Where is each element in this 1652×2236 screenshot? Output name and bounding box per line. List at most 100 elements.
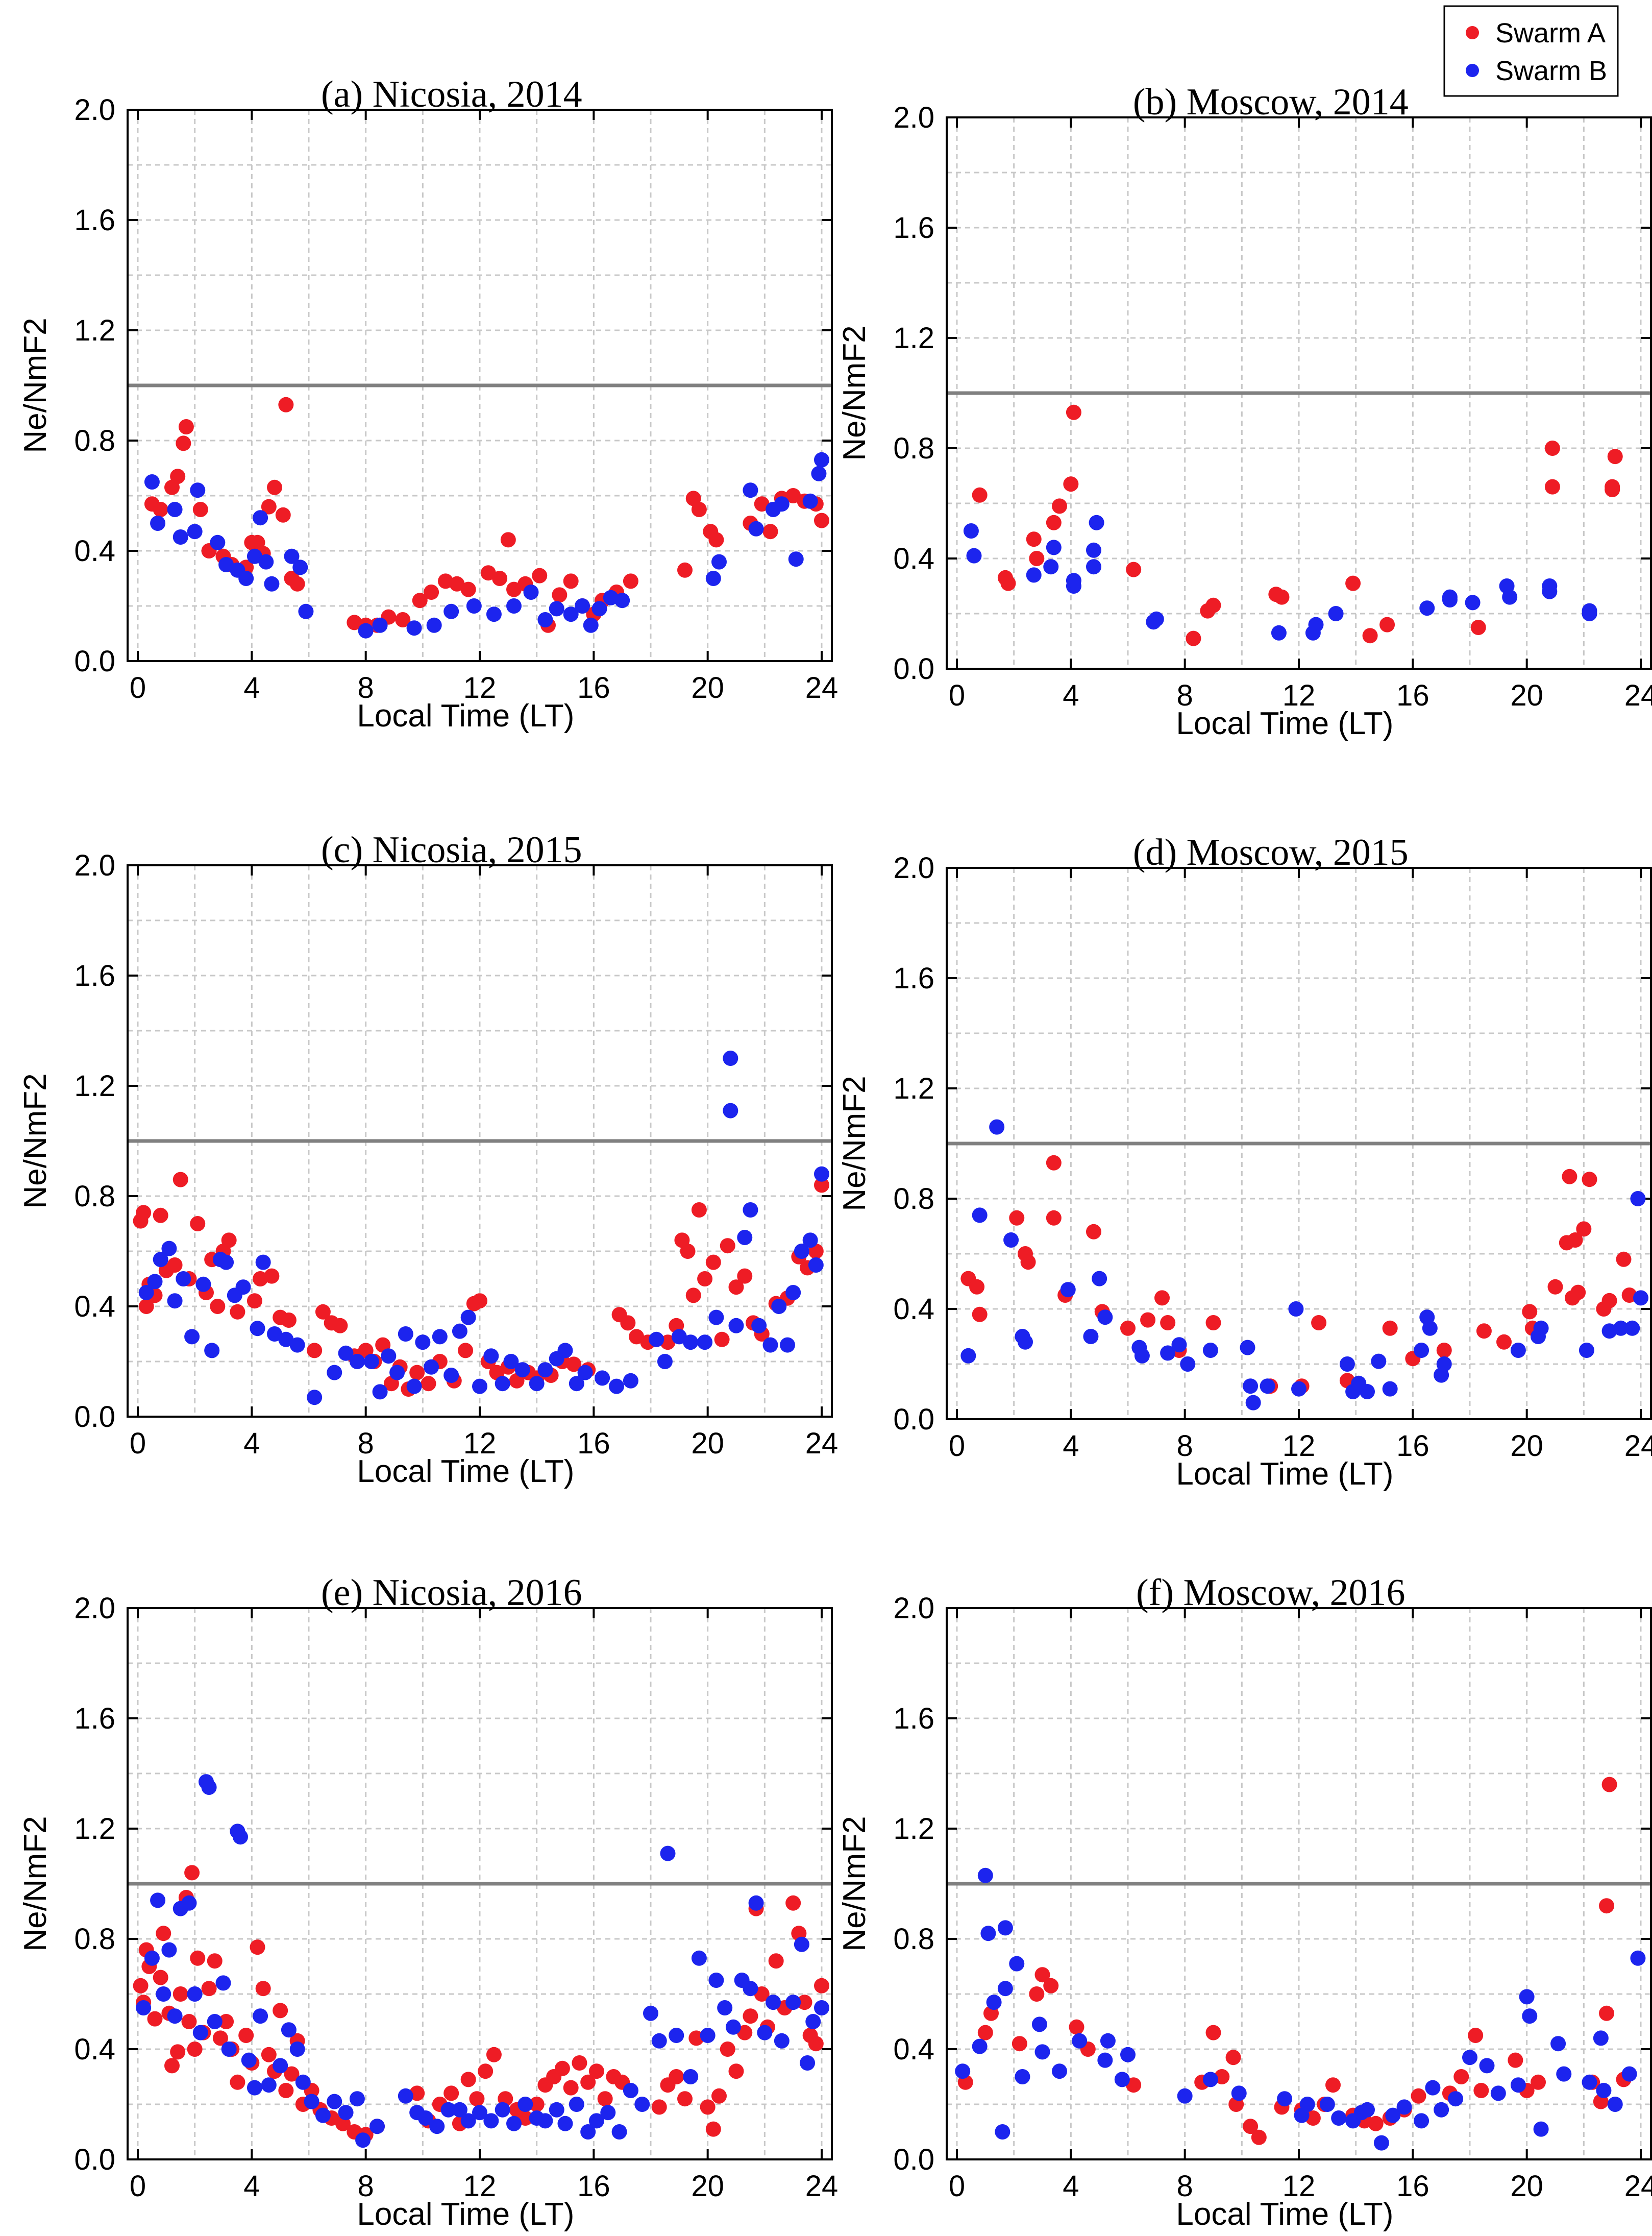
legend-label-swarm-a: Swarm A [1495, 18, 1606, 48]
data-point [566, 1356, 582, 1372]
data-point [1066, 573, 1081, 589]
data-point [250, 1939, 265, 1955]
data-point [201, 1780, 217, 1795]
x-tick-label: 24 [805, 2170, 839, 2203]
data-point [580, 2074, 596, 2090]
y-tick-label: 0.8 [893, 432, 934, 465]
data-point [989, 1119, 1005, 1135]
data-point [1154, 1290, 1170, 1306]
data-point [406, 620, 422, 636]
series-swarm-b [963, 515, 1597, 641]
x-tick-label: 0 [130, 671, 146, 704]
data-point [1382, 1320, 1398, 1336]
data-point [1046, 1210, 1062, 1226]
data-point [246, 1293, 262, 1309]
data-point [1003, 1232, 1019, 1248]
data-point [190, 1216, 206, 1231]
y-tick-label: 0.4 [74, 534, 115, 568]
data-point [1097, 1309, 1113, 1325]
y-tick-label: 0.8 [893, 1923, 934, 1956]
data-point [714, 1331, 730, 1347]
data-point [170, 2044, 186, 2060]
data-point [1288, 1301, 1304, 1317]
x-tick-label: 4 [243, 2170, 260, 2203]
data-point [212, 2030, 228, 2046]
x-tick-label: 4 [1063, 2170, 1079, 2203]
data-point [1368, 2116, 1384, 2131]
data-point [1382, 1381, 1398, 1397]
y-tick-label: 1.2 [74, 1070, 115, 1103]
data-point [253, 2008, 268, 2024]
data-point [768, 1953, 784, 1969]
data-point [720, 1238, 735, 1254]
x-tick-label: 8 [1177, 1429, 1193, 1463]
data-point [492, 571, 508, 586]
data-point [349, 2091, 365, 2107]
y-tick-label: 1.6 [893, 1702, 934, 1735]
x-tick-label: 12 [1283, 2170, 1316, 2203]
panel-title: (c) Nicosia, 2015 [321, 829, 582, 871]
data-point [800, 2055, 816, 2071]
data-point [705, 2121, 721, 2137]
data-point [1180, 1356, 1196, 1372]
data-point [1510, 1343, 1526, 1358]
data-point [1202, 1343, 1218, 1358]
data-point [1547, 1279, 1563, 1295]
data-point [1630, 1950, 1646, 1966]
data-point [969, 1279, 985, 1295]
y-tick-label: 0.4 [893, 1293, 934, 1326]
data-point [1177, 2088, 1193, 2104]
legend-marker-swarm-a [1466, 26, 1479, 39]
data-point [253, 510, 268, 526]
data-point [153, 502, 168, 517]
data-point [204, 1343, 220, 1358]
data-point [278, 2083, 294, 2098]
data-point [164, 2058, 180, 2074]
y-tick-label: 2.0 [893, 101, 934, 134]
data-point [669, 2028, 684, 2043]
data-point [725, 2019, 741, 2035]
data-point [1582, 2074, 1597, 2090]
data-point [595, 1370, 610, 1386]
data-point [156, 1926, 171, 1941]
y-tick-label: 2.0 [74, 1592, 115, 1625]
data-point [207, 2014, 223, 2029]
data-point [1148, 611, 1164, 627]
data-point [1562, 1169, 1577, 1184]
data-point [327, 2094, 342, 2109]
data-point [255, 1254, 271, 1270]
data-point [814, 1978, 829, 1994]
data-point [192, 502, 208, 517]
data-point [278, 1331, 294, 1347]
data-point [1436, 1343, 1452, 1358]
data-point [711, 2088, 727, 2104]
data-point [218, 557, 234, 572]
data-point [486, 606, 502, 622]
data-point [529, 2097, 545, 2112]
data-point [623, 1373, 638, 1389]
data-point [1331, 2110, 1347, 2126]
x-tick-label: 20 [691, 1427, 724, 1460]
data-point [1015, 2069, 1030, 2084]
data-point [517, 2097, 533, 2112]
data-point [1556, 2066, 1572, 2082]
data-point [600, 2105, 616, 2121]
data-point [980, 1926, 996, 1941]
data-point [517, 2110, 533, 2126]
data-point [221, 2041, 237, 2057]
data-point [1502, 589, 1518, 605]
data-point [389, 1365, 405, 1380]
x-tick-label: 4 [243, 671, 260, 704]
data-point [332, 1318, 348, 1333]
x-axis-label: Local Time (LT) [357, 2197, 574, 2232]
data-point [643, 2005, 658, 2021]
data-point [192, 2025, 208, 2040]
data-point [1544, 479, 1560, 495]
data-point [1328, 606, 1344, 621]
data-point [506, 581, 522, 597]
y-tick-label: 0.0 [893, 2143, 934, 2176]
data-point [963, 523, 979, 539]
data-point [443, 2085, 459, 2101]
data-point [246, 2080, 262, 2096]
x-tick-label: 8 [358, 671, 374, 704]
